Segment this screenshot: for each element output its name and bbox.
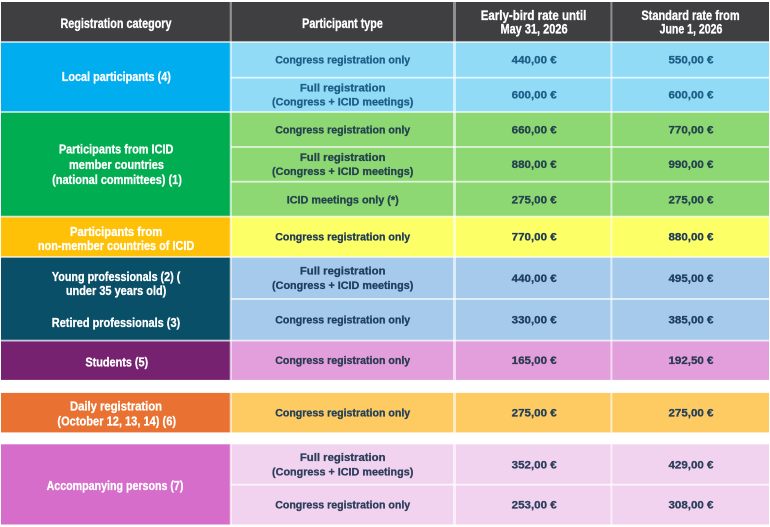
svg-text:600,00 €: 600,00 € xyxy=(669,90,714,102)
svg-text:(October 12, 13, 14) (6): (October 12, 13, 14) (6) xyxy=(57,413,176,428)
svg-text:Retired professionals (3): Retired professionals (3) xyxy=(52,315,180,330)
svg-text:275,00 €: 275,00 € xyxy=(512,194,557,206)
svg-text:Students (5): Students (5) xyxy=(85,355,148,370)
svg-text:June 1, 2026: June 1, 2026 xyxy=(660,22,723,37)
svg-text:(Congress + ICID meetings): (Congress + ICID meetings) xyxy=(272,97,414,109)
svg-text:Congress registration only: Congress registration only xyxy=(275,355,411,367)
svg-text:Participant type: Participant type xyxy=(302,16,383,31)
svg-text:Local participants (4): Local participants (4) xyxy=(62,69,171,84)
svg-text:May 31, 2026: May 31, 2026 xyxy=(500,22,567,37)
svg-text:Full registration: Full registration xyxy=(300,83,386,95)
svg-text:385,00 €: 385,00 € xyxy=(669,315,714,327)
svg-text:Congress registration only: Congress registration only xyxy=(275,232,411,244)
svg-text:770,00 €: 770,00 € xyxy=(669,124,714,136)
svg-text:(Congress + ICID meetings): (Congress + ICID meetings) xyxy=(272,280,414,292)
svg-text:253,00 €: 253,00 € xyxy=(512,500,557,512)
svg-text:(national committees) (1): (national committees) (1) xyxy=(52,172,182,187)
svg-text:under 35 years old): under 35 years old) xyxy=(66,283,167,298)
svg-text:600,00 €: 600,00 € xyxy=(512,90,557,102)
svg-text:Participants from ICID: Participants from ICID xyxy=(59,142,174,157)
svg-text:Congress registration only: Congress registration only xyxy=(275,315,411,327)
svg-text:880,00 €: 880,00 € xyxy=(512,159,557,171)
svg-text:Young professionals (2) (: Young professionals (2) ( xyxy=(52,269,181,284)
svg-text:Congress registration only: Congress registration only xyxy=(275,55,411,67)
svg-text:Participants from: Participants from xyxy=(70,224,162,239)
svg-text:Full registration: Full registration xyxy=(300,452,386,464)
svg-text:Early-bird rate until: Early-bird rate until xyxy=(481,8,587,23)
svg-text:Congress registration only: Congress registration only xyxy=(275,500,411,512)
svg-text:990,00 €: 990,00 € xyxy=(669,159,714,171)
svg-text:308,00 €: 308,00 € xyxy=(669,500,714,512)
svg-text:Accompanying persons (7): Accompanying persons (7) xyxy=(47,478,184,493)
svg-text:Full registration: Full registration xyxy=(300,152,386,164)
svg-text:Congress registration only: Congress registration only xyxy=(275,124,411,136)
svg-text:165,00 €: 165,00 € xyxy=(512,355,557,367)
svg-text:550,00 €: 550,00 € xyxy=(669,55,714,67)
svg-text:Registration category: Registration category xyxy=(61,16,172,31)
svg-text:429,00 €: 429,00 € xyxy=(669,459,714,471)
svg-text:440,00 €: 440,00 € xyxy=(512,55,557,67)
svg-text:880,00 €: 880,00 € xyxy=(669,232,714,244)
svg-text:Congress registration only: Congress registration only xyxy=(275,408,411,420)
svg-text:non-member countries of ICID: non-member countries of ICID xyxy=(38,238,194,253)
svg-text:(Congress + ICID meetings): (Congress + ICID meetings) xyxy=(272,466,414,478)
svg-text:192,50 €: 192,50 € xyxy=(669,355,714,367)
svg-text:Full registration: Full registration xyxy=(300,266,386,278)
svg-text:770,00 €: 770,00 € xyxy=(512,232,557,244)
svg-text:Daily registration: Daily registration xyxy=(70,399,162,414)
svg-text:352,00 €: 352,00 € xyxy=(512,459,557,471)
svg-text:440,00 €: 440,00 € xyxy=(512,273,557,285)
svg-text:ICID meetings only (*): ICID meetings only (*) xyxy=(287,194,399,206)
svg-text:(Congress + ICID meetings): (Congress + ICID meetings) xyxy=(272,166,414,178)
svg-text:275,00 €: 275,00 € xyxy=(512,408,557,420)
svg-text:Standard rate from: Standard rate from xyxy=(641,8,739,23)
svg-text:member countries: member countries xyxy=(69,157,164,172)
svg-text:330,00 €: 330,00 € xyxy=(512,315,557,327)
svg-text:495,00 €: 495,00 € xyxy=(669,273,714,285)
svg-text:275,00 €: 275,00 € xyxy=(669,194,714,206)
svg-text:275,00 €: 275,00 € xyxy=(669,408,714,420)
svg-text:660,00 €: 660,00 € xyxy=(512,124,557,136)
